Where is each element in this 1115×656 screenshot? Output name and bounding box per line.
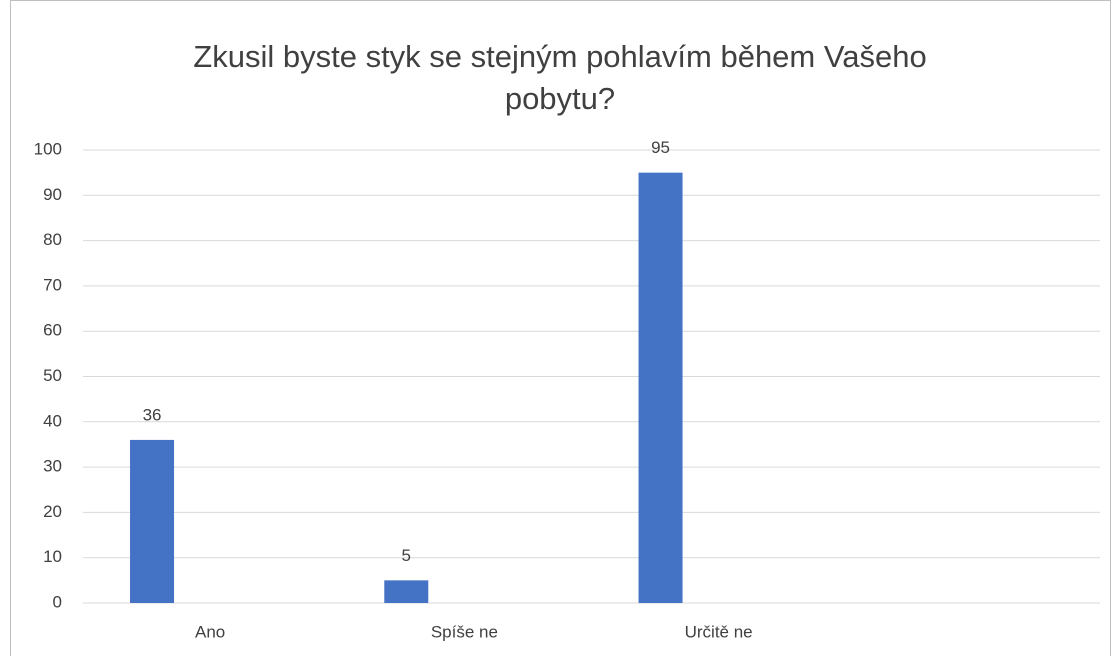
y-tick-label: 70 xyxy=(43,275,62,294)
y-tick-label: 40 xyxy=(43,411,62,430)
data-label: 95 xyxy=(651,138,670,157)
chart-frame xyxy=(10,0,1111,656)
y-tick-label: 80 xyxy=(43,230,62,249)
bar xyxy=(638,172,683,603)
y-tick-label: 10 xyxy=(43,547,62,566)
y-tick-label: 20 xyxy=(43,502,62,521)
y-tick-label: 0 xyxy=(53,592,62,611)
chart-title: Zkusil byste styk se stejným pohlavím bě… xyxy=(193,39,927,116)
data-label: 5 xyxy=(402,546,411,565)
y-tick-label: 60 xyxy=(43,321,62,340)
y-tick-label: 90 xyxy=(43,185,62,204)
data-label: 36 xyxy=(143,405,162,424)
y-tick-label: 100 xyxy=(34,139,62,158)
y-tick-label: 50 xyxy=(43,366,62,385)
bar xyxy=(384,580,429,603)
x-tick-label: Spíše ne xyxy=(431,622,498,641)
x-tick-label: Ano xyxy=(195,622,225,641)
bar xyxy=(130,439,175,603)
y-tick-label: 30 xyxy=(43,457,62,476)
x-tick-label: Určitě ne xyxy=(685,622,753,641)
